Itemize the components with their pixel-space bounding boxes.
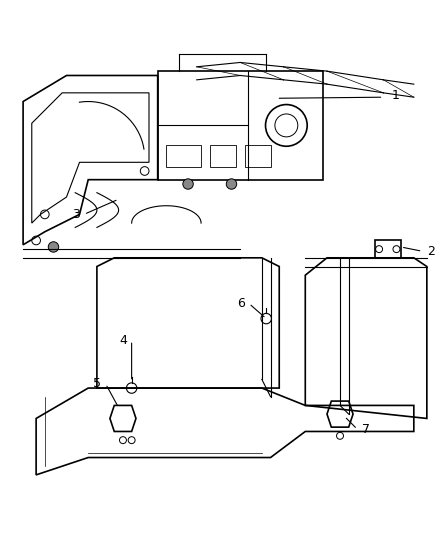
Text: 2: 2	[427, 245, 435, 258]
Circle shape	[183, 179, 193, 189]
Bar	[210, 145, 236, 167]
Text: 1: 1	[392, 88, 400, 101]
Text: 3: 3	[72, 208, 80, 221]
Bar	[244, 145, 271, 167]
Bar	[158, 71, 323, 180]
Circle shape	[48, 242, 59, 252]
Circle shape	[226, 179, 237, 189]
Text: 6: 6	[237, 297, 244, 310]
Text: 5: 5	[93, 377, 101, 390]
Bar	[166, 145, 201, 167]
Text: 4: 4	[120, 334, 127, 347]
Text: 7: 7	[362, 423, 370, 436]
